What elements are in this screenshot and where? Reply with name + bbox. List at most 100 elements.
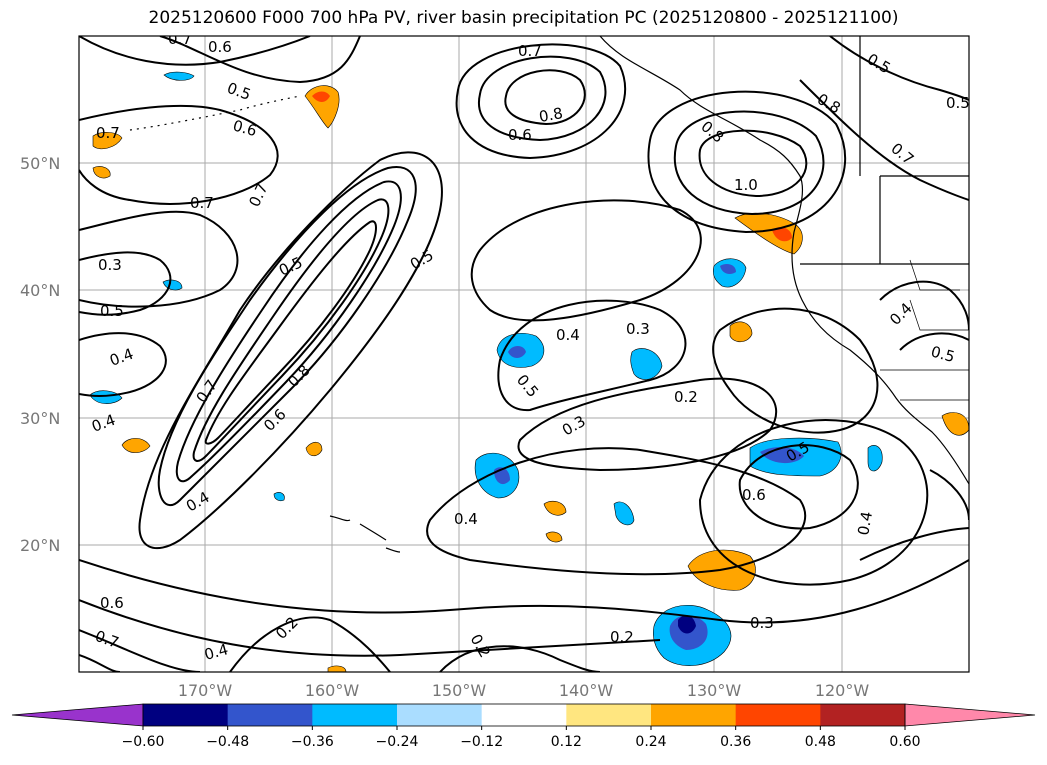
contour-ridge-0-4 <box>138 151 443 550</box>
coastline-west-na <box>599 36 969 485</box>
contour-nw-0-5b <box>159 36 361 84</box>
state-borders <box>880 259 969 401</box>
lat-label-50n: 50°N <box>20 154 60 173</box>
boundary-lines <box>800 36 969 265</box>
contour-nw-0-7 <box>79 36 311 66</box>
contour-label-north-0-7: 0.7 <box>168 30 192 48</box>
contour-label-mid-0-4: 0.4 <box>556 326 580 344</box>
contour-ridge-3 <box>192 198 390 462</box>
precip-patch-pos-c <box>92 166 111 179</box>
colorbar-segment <box>735 704 821 726</box>
contour-e-0-3 <box>859 527 969 561</box>
precip-patch-pos-i <box>543 500 567 516</box>
contour-south-0-2 <box>79 599 661 657</box>
contour-label-ne-0-5b: 0.5 <box>946 94 970 112</box>
contour-gulf-mid <box>477 55 607 142</box>
latitude-labels: 50°N 40°N 30°N 20°N <box>20 154 60 555</box>
colorbar-tick-label: 0.24 <box>635 734 666 750</box>
lon-label-130w: 130°W <box>687 681 742 700</box>
contour-label-west-0-7b: 0.7 <box>190 194 214 212</box>
colorbar-tick-label: −0.12 <box>460 734 503 750</box>
precip-patch-neg-d-core <box>508 346 526 358</box>
contour-label-gulf-0-7: 0.7 <box>518 42 542 60</box>
lon-label-150w: 150°W <box>432 681 487 700</box>
colorbar-segment <box>143 704 229 726</box>
contour-ne-0-7 <box>799 79 969 201</box>
contour-south-0-4 <box>229 616 391 672</box>
colorbar-tick-label: 0.48 <box>805 734 836 750</box>
precip-patch-pos-j <box>545 531 563 543</box>
lon-label-120w: 120°W <box>815 681 870 700</box>
contour-south-0-3 <box>79 559 969 624</box>
longitude-labels: 170°W 160°W 150°W 140°W 130°W 120°W <box>178 681 870 700</box>
lat-label-30n: 30°N <box>20 409 60 428</box>
contour-gulf-inner <box>504 69 586 126</box>
contour-coast-inner <box>698 129 808 198</box>
contour-south-0-6 <box>79 629 201 672</box>
colorbar-tick-label: −0.24 <box>376 734 419 750</box>
contour-label-south-0-4: 0.4 <box>202 640 230 664</box>
contour-gulf-outer <box>455 43 626 160</box>
colorbar-extend-high <box>904 703 1036 727</box>
contour-label-west-0-5: 0.5 <box>100 302 124 320</box>
colorbar-tick-label: 0.12 <box>551 734 582 750</box>
precip-patch-pos-f <box>121 438 151 453</box>
colorbar-tick-label: −0.48 <box>206 734 249 750</box>
colorbar-segment <box>651 704 737 726</box>
contour-label-east-0-6: 0.6 <box>742 486 766 504</box>
colorbar-tick-label: 0.36 <box>720 734 751 750</box>
precip-patch-neg-a <box>163 71 195 81</box>
precip-patch-pos-h <box>941 412 969 436</box>
hawaii-islands <box>329 515 401 553</box>
contour-label-gulf-0-6: 0.6 <box>508 126 532 144</box>
contour-nw-0-4 <box>79 332 167 397</box>
precip-patch-pos-e <box>729 321 753 343</box>
aleutian-islands <box>129 95 301 131</box>
contour-nw-0-3 <box>79 251 172 316</box>
colorbar-segment <box>566 704 652 726</box>
contour-label-east-0-5b: 0.5 <box>929 342 957 366</box>
precip-patch-neg-j <box>613 501 635 526</box>
colorbar-segment <box>397 704 483 726</box>
lon-label-140w: 140°W <box>559 681 614 700</box>
precip-patch-neg-l-core <box>678 615 696 634</box>
contour-label-west-0-7: 0.7 <box>96 124 120 142</box>
precip-patch-pos-a-core <box>312 91 330 102</box>
colorbar-tick-label: 0.60 <box>889 734 920 750</box>
precip-patch-neg-k <box>273 492 285 502</box>
graticule <box>79 36 969 672</box>
lon-label-170w: 170°W <box>178 681 233 700</box>
colorbar-segment <box>312 704 398 726</box>
contour-mid-0-4 <box>470 199 702 322</box>
contour-nw-0-6 <box>79 104 279 205</box>
precip-patch-neg-e <box>630 348 663 380</box>
contour-label-north-0-6: 0.6 <box>208 38 232 56</box>
colorbar: −0.60 −0.48 −0.36 −0.24 −0.12 0.12 0.24 0.36 0.4… <box>11 703 1036 750</box>
contour-label-south-0-6: 0.6 <box>100 594 124 612</box>
precip-patch-pos-g <box>305 441 323 457</box>
coastline <box>129 36 969 553</box>
contour-label-mid-0-3: 0.3 <box>626 320 650 338</box>
colorbar-frame <box>142 703 906 727</box>
contour-label-coast-1-0: 1.0 <box>734 176 758 194</box>
contour-label-east-0-4: 0.4 <box>854 510 876 537</box>
contour-label-south-0-3: 0.3 <box>750 614 774 632</box>
contour-mid-lower <box>426 447 807 576</box>
lon-label-160w: 160°W <box>305 681 360 700</box>
contour-label-west-0-3: 0.3 <box>98 256 122 274</box>
contour-label-west-0-6: 0.6 <box>231 116 259 140</box>
contour-south-0-2b <box>439 645 601 672</box>
colorbar-extend-low <box>11 703 144 727</box>
contour-nw-0-5 <box>79 210 239 308</box>
colorbar-tick-label: −0.60 <box>122 734 165 750</box>
contour-east-0-3 <box>712 307 879 434</box>
precip-patch-pos-d-core <box>772 227 792 242</box>
contour-mid-0-3 <box>497 299 687 412</box>
precip-patch-neg-b-core <box>720 264 736 274</box>
map-frame <box>78 35 970 673</box>
contour-label-gulf-0-8: 0.8 <box>538 104 565 126</box>
contour-ridge-2 <box>175 180 402 483</box>
map-title: 2025120600 F000 700 hPa PV, river basin … <box>148 8 899 28</box>
colorbar-tick-label: −0.36 <box>291 734 334 750</box>
